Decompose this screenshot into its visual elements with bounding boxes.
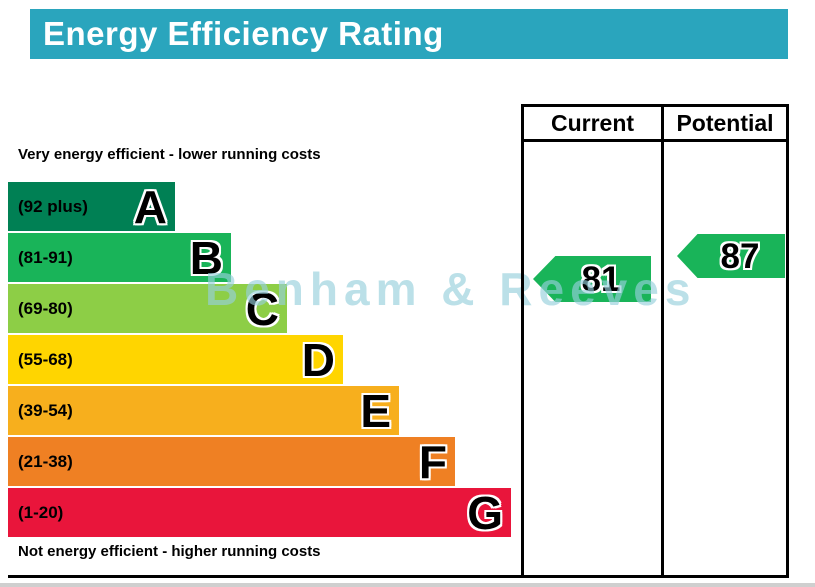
chart-bottom-border [8, 575, 789, 578]
potential-column-header: Potential [676, 110, 774, 136]
potential-column-right-border [786, 104, 789, 577]
band-letter: A [133, 180, 167, 233]
band-range-label: (81-91) [18, 247, 73, 267]
potential-rating-arrow: 87 [677, 234, 785, 278]
page-title: Energy Efficiency Rating [43, 15, 444, 52]
band-letter: D [301, 333, 335, 386]
band-c: (69-80) C [8, 284, 287, 333]
band-range-label: (39-54) [18, 400, 73, 420]
potential-rating-value: 87 [720, 236, 760, 276]
band-range-label: (1-20) [18, 502, 64, 522]
band-f: (21-38) F [8, 437, 455, 486]
band-range-label: (21-38) [18, 451, 73, 471]
header-top-border [521, 104, 789, 107]
band-g: (1-20) G [8, 488, 511, 537]
band-range-label: (92 plus) [18, 196, 88, 216]
band-a: (92 plus) A [8, 182, 175, 231]
top-note: Very energy efficient - lower running co… [18, 146, 321, 163]
band-letter: G [467, 486, 503, 539]
band-list: (92 plus) A (81-91) B (69-80) C (55-68) D (39-54… [8, 182, 511, 539]
title-bar: Energy Efficiency Rating [30, 9, 788, 59]
header-bottom-border [521, 139, 789, 142]
bottom-note: Not energy efficient - higher running co… [18, 543, 321, 560]
band-range-label: (69-80) [18, 298, 73, 318]
band-letter: F [418, 435, 447, 488]
band-letter: B [189, 231, 223, 284]
page-bottom-edge [0, 583, 815, 587]
current-rating-value: 81 [581, 259, 621, 299]
current-column-header: Current [550, 110, 635, 136]
band-b: (81-91) B [8, 233, 231, 282]
band-e: (39-54) E [8, 386, 399, 435]
current-column-left-border [521, 104, 524, 577]
band-letter: E [360, 384, 391, 437]
band-range-label: (55-68) [18, 349, 73, 369]
band-d: (55-68) D [8, 335, 343, 384]
band-letter: C [245, 282, 279, 335]
potential-column-left-border [661, 104, 664, 577]
current-rating-arrow: 81 [533, 256, 651, 302]
